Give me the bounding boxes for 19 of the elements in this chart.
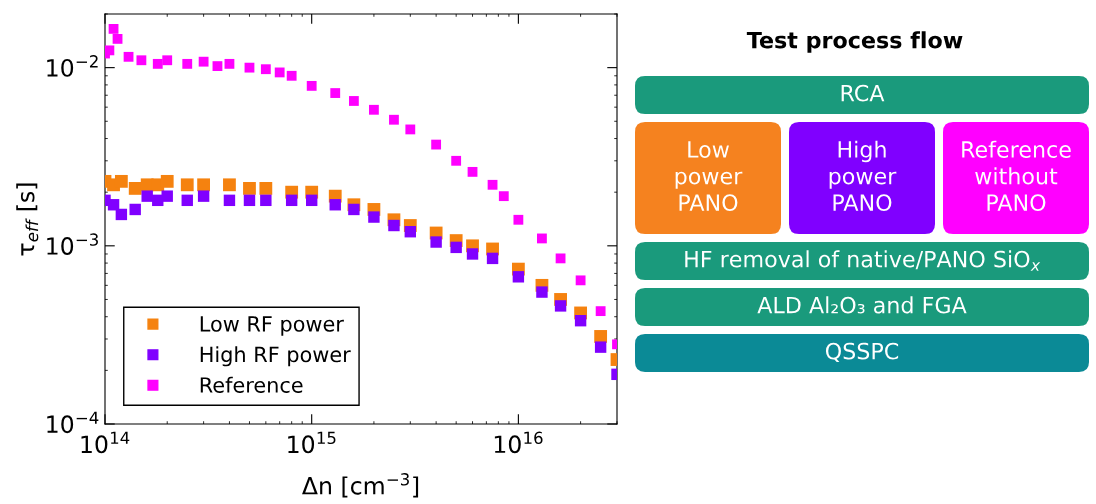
x-tick-label: 10$^{14}$ — [81, 431, 130, 454]
y-tick-label: 10$^{−4}$ — [47, 411, 99, 434]
x-axis-title: Δn [cm$^{−3}$] — [302, 473, 419, 498]
category-label: Reference without PANO — [962, 140, 1071, 212]
y-tick-label: 10$^{−3}$ — [47, 233, 98, 255]
legend-label: High RF power — [200, 346, 351, 367]
x-tick-label: 10$^{15}$ — [288, 431, 336, 454]
category-label: HF removal of native/PANO SiO$_{x}$ — [685, 250, 1041, 271]
text: Test process flow — [746, 31, 963, 53]
category-label: ALD Al₂O₃ and FGA — [757, 296, 967, 314]
y-axis-title: τ$_{eff}$ [s] — [16, 183, 39, 256]
category-label: QSSPC — [825, 342, 899, 362]
legend-label: Low RF power — [200, 316, 344, 336]
legend-label: Reference — [200, 376, 303, 393]
y-tick-label: 10$^{−2}$ — [47, 55, 98, 77]
x-tick-label: 10$^{16}$ — [494, 431, 543, 454]
category-label: RCA — [841, 84, 885, 102]
category-label: Low power PANO — [675, 141, 743, 212]
category-label: High power PANO — [829, 140, 897, 212]
